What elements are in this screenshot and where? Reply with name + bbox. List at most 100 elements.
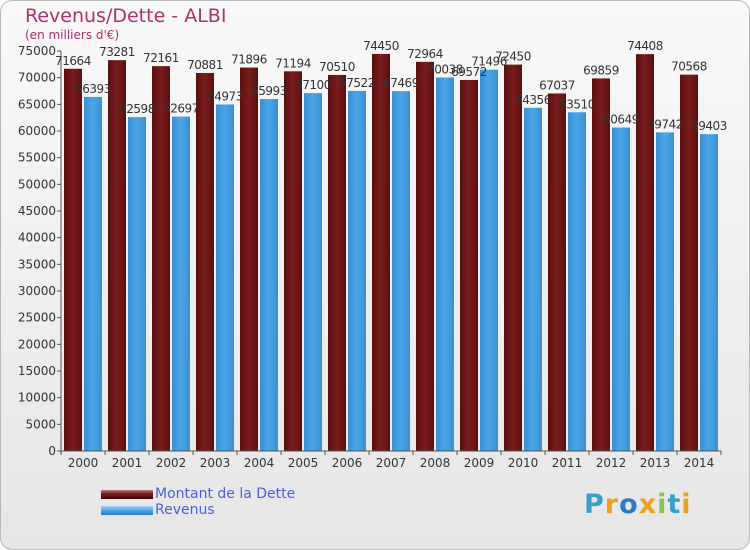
data-label-revenus-2003: 64973: [207, 89, 243, 103]
bar-dette-2005: [284, 71, 302, 451]
logo-letter: i: [657, 489, 668, 520]
logo-letter: o: [619, 489, 639, 520]
data-label-revenus-2013: 59742: [647, 117, 683, 131]
x-tick-label-2003: 2003: [200, 456, 231, 470]
x-tick-label-2001: 2001: [112, 456, 143, 470]
y-tick-label: 15000: [18, 364, 56, 378]
data-label-dette-2009: 69572: [451, 65, 487, 79]
y-tick-label: 25000: [18, 311, 56, 325]
bar-revenus-2010: [524, 107, 542, 451]
bar-revenus-2002: [172, 116, 190, 451]
y-tick-label: 5000: [25, 417, 56, 431]
data-label-dette-2014: 70568: [671, 60, 707, 74]
legend-label-revenus: Revenus: [155, 502, 215, 518]
y-tick-label: 60000: [18, 124, 56, 138]
legend-swatch-dette: [101, 490, 153, 499]
y-tick-label: 0: [48, 444, 56, 458]
bar-dette-2002: [152, 66, 170, 452]
x-tick-label-2004: 2004: [244, 456, 275, 470]
data-label-revenus-2012: 60649: [603, 113, 639, 127]
bar-revenus-2009: [480, 69, 498, 452]
bar-revenus-2001: [128, 117, 146, 452]
legend-swatch-revenus: [101, 506, 153, 515]
bar-dette-2011: [548, 93, 566, 451]
x-tick-label-2000: 2000: [68, 456, 99, 470]
y-tick-label: 40000: [18, 231, 56, 245]
y-tick-label: 55000: [18, 151, 56, 165]
bar-dette-2008: [416, 61, 434, 451]
data-label-revenus-2001: 62598: [119, 102, 155, 116]
x-tick-label-2007: 2007: [376, 456, 407, 470]
bar-dette-2014: [680, 74, 698, 452]
data-label-revenus-2005: 67100: [295, 78, 331, 92]
logo-letter: x: [638, 489, 658, 520]
data-labels: 71664 66393 73281 62598 72161 62697 70881 64973…: [55, 39, 727, 133]
bar-revenus-2013: [656, 132, 674, 451]
x-tick-label-2009: 2009: [464, 456, 495, 470]
data-label-revenus-2002: 62697: [163, 102, 199, 116]
proxiti-logo: Proxiti: [584, 489, 692, 520]
data-label-revenus-2014: 59403: [691, 119, 727, 133]
y-tick-label: 50000: [18, 177, 56, 191]
bar-revenus-2011: [568, 112, 586, 451]
data-label-dette-2006: 70510: [319, 60, 355, 74]
bar-dette-2010: [504, 64, 522, 451]
data-label-dette-2012: 69859: [583, 63, 619, 77]
y-tick-label: 75000: [18, 44, 56, 58]
bar-dette-2009: [460, 79, 478, 451]
bar-dette-2000: [64, 68, 82, 452]
data-label-revenus-2006: 67522: [339, 76, 375, 90]
data-label-revenus-2004: 65993: [251, 84, 287, 98]
data-label-dette-2005: 71194: [275, 56, 311, 70]
bar-revenus-2014: [700, 134, 718, 451]
data-label-dette-2013: 74408: [627, 39, 663, 53]
y-tick-label: 10000: [18, 391, 56, 405]
data-label-dette-2007: 74450: [363, 39, 399, 53]
bar-dette-2013: [636, 54, 654, 451]
bar-revenus-2004: [260, 99, 278, 452]
y-axis: 0 5000 10000 15000 20000 25000 30000 35000 40000…: [18, 44, 62, 458]
y-tick-label: 65000: [18, 97, 56, 111]
logo-letter: i: [681, 489, 692, 520]
x-tick-label-2006: 2006: [332, 456, 363, 470]
chart-title: Revenus/Dette - ALBI: [25, 5, 227, 27]
x-tick-label-2012: 2012: [596, 456, 627, 470]
logo-letter: r: [604, 489, 620, 520]
x-tick-label-2011: 2011: [552, 456, 583, 470]
bar-revenus-2008: [436, 77, 454, 452]
y-tick-label: 30000: [18, 284, 56, 298]
bar-dette-2001: [108, 60, 126, 451]
y-tick-label: 70000: [18, 71, 56, 85]
data-label-dette-2011: 67037: [539, 78, 575, 92]
data-label-revenus-2007: 67469: [383, 76, 419, 90]
data-label-revenus-2000: 66393: [75, 82, 111, 96]
data-label-revenus-2008: 70038: [427, 62, 463, 76]
x-tick-label-2010: 2010: [508, 456, 539, 470]
data-label-dette-2004: 71896: [231, 53, 267, 67]
bar-revenus-2007: [392, 91, 410, 451]
x-tick-label-2005: 2005: [288, 456, 319, 470]
y-tick-label: 20000: [18, 337, 56, 351]
bar-revenus-2003: [216, 104, 234, 452]
data-label-dette-2000: 71664: [55, 54, 91, 68]
data-label-dette-2010: 72450: [495, 50, 531, 64]
bar-revenus-2000: [84, 96, 102, 452]
bar-dette-2006: [328, 74, 346, 452]
bar-dette-2003: [196, 72, 214, 451]
y-tick-label: 35000: [18, 257, 56, 271]
x-tick-label-2008: 2008: [420, 456, 451, 470]
bar-dette-2007: [372, 53, 390, 451]
bar-revenus-2006: [348, 90, 366, 452]
bar-revenus-2005: [304, 93, 322, 451]
logo-letter: P: [584, 489, 605, 520]
x-tick-label-2002: 2002: [156, 456, 187, 470]
data-label-dette-2002: 72161: [143, 51, 179, 65]
x-tick-label-2013: 2013: [640, 456, 671, 470]
data-label-dette-2003: 70881: [187, 58, 223, 72]
y-tick-label: 45000: [18, 204, 56, 218]
data-label-dette-2001: 73281: [99, 45, 135, 59]
data-label-revenus-2009: 71496: [471, 55, 507, 69]
data-label-revenus-2010: 64356: [515, 93, 551, 107]
